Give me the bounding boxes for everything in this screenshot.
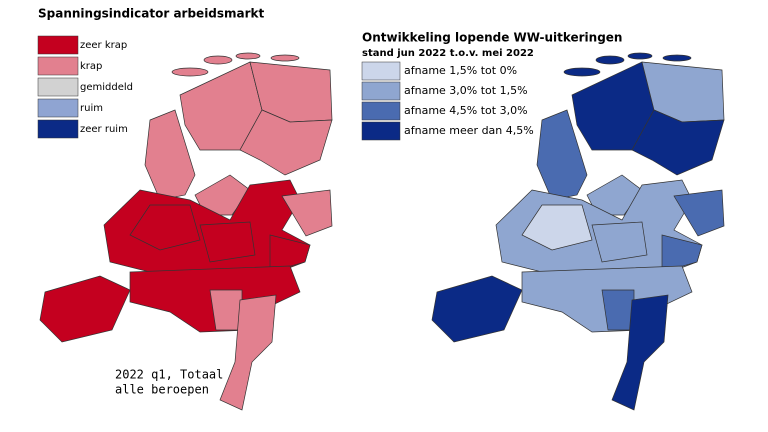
right-subtitle: stand jun 2022 t.o.v. mei 2022 <box>362 48 534 59</box>
legend-swatch <box>37 35 79 55</box>
left-title: Spanningsindicator arbeidsmarkt <box>38 7 265 21</box>
legend-label: afname meer dan 4,5% <box>404 124 534 137</box>
island <box>171 67 209 77</box>
region <box>631 109 725 176</box>
island <box>627 52 653 60</box>
legend-swatch <box>37 77 79 97</box>
legend-label: afname 3,0% tot 1,5% <box>404 84 528 97</box>
region <box>281 189 333 237</box>
island <box>662 54 692 62</box>
caption: 2022 q1, Totaal <box>115 368 223 382</box>
legend-label: afname 4,5% tot 3,0% <box>404 104 528 117</box>
legend-swatch <box>37 56 79 76</box>
legend-label: gemiddeld <box>80 82 133 93</box>
legend-label: zeer krap <box>80 40 127 51</box>
region <box>673 189 725 237</box>
region <box>144 109 196 201</box>
legend-label: afname 1,5% tot 0% <box>404 64 517 77</box>
region <box>219 294 277 411</box>
legend-label: ruim <box>80 103 103 114</box>
island <box>270 54 300 62</box>
legend-label: krap <box>80 61 102 72</box>
region <box>39 275 131 343</box>
region <box>536 109 588 201</box>
legend-swatch <box>37 119 79 139</box>
maps <box>39 52 725 411</box>
legend-swatch <box>361 101 401 121</box>
map <box>431 52 725 411</box>
caption: alle beroepen <box>115 383 209 397</box>
island <box>203 55 233 65</box>
region <box>431 275 523 343</box>
region <box>591 221 648 263</box>
island <box>595 55 625 65</box>
region <box>239 109 333 176</box>
map <box>39 52 333 411</box>
region <box>129 204 201 251</box>
right-title: Ontwikkeling lopende WW-uitkeringen <box>362 31 622 45</box>
legend-swatch <box>361 61 401 81</box>
region <box>199 221 256 263</box>
legend-swatch <box>361 81 401 101</box>
region <box>611 294 669 411</box>
island <box>235 52 261 60</box>
region <box>521 204 593 251</box>
legend-label: zeer ruim <box>80 124 128 135</box>
region <box>601 289 635 331</box>
region <box>661 234 703 273</box>
legends: zeer krap krap gemiddeld ruim zeer ruim afnam… <box>37 35 534 141</box>
legend-swatch <box>37 98 79 118</box>
region <box>209 289 243 331</box>
island <box>563 67 601 77</box>
legend-swatch <box>361 121 401 141</box>
region <box>269 234 311 273</box>
